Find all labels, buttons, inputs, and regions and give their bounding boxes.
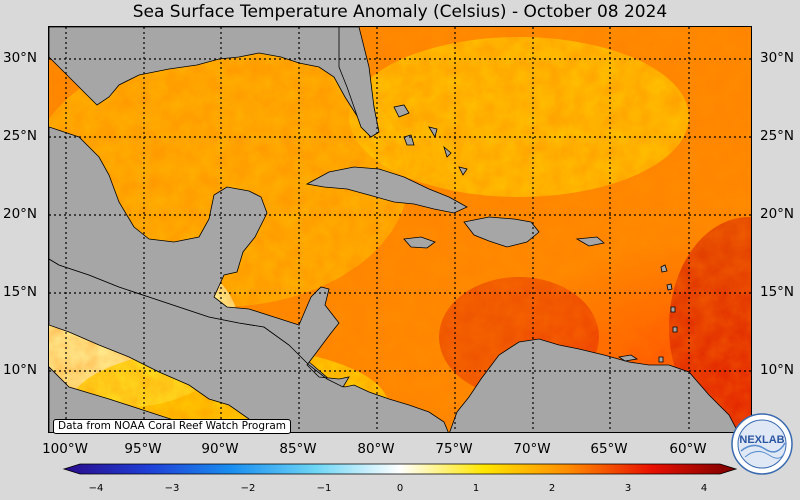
cuba-island	[305, 166, 468, 214]
colorbar-gradient	[62, 463, 738, 475]
puerto-rico-island	[575, 236, 605, 247]
lon-label-75w: 75°W	[435, 441, 473, 457]
lat-label-10n-right: 10°N	[760, 362, 795, 378]
colorbar-tick-3: 3	[624, 483, 632, 494]
jamaica-island	[403, 236, 436, 249]
lat-label-25n-left: 25°N	[3, 128, 38, 144]
lon-label-70w: 70°W	[513, 441, 551, 457]
lon-label-90w: 90°W	[201, 441, 239, 457]
lon-label-95w: 95°W	[124, 441, 162, 457]
bahamas-islands	[393, 104, 468, 176]
lesser-antilles-islands	[617, 264, 678, 363]
colorbar-tick-minus2: −2	[240, 483, 256, 494]
lat-label-20n-left: 20°N	[3, 206, 38, 222]
map-canvas	[49, 27, 751, 432]
lon-label-100w: 100°W	[42, 441, 88, 457]
lat-label-15n-left: 15°N	[3, 284, 38, 300]
colorbar-tick-4: 4	[700, 483, 708, 494]
yucatan-landmass	[49, 126, 350, 388]
lon-label-60w: 60°W	[669, 441, 707, 457]
colorbar-tick-minus3: −3	[164, 483, 180, 494]
lat-label-10n-left: 10°N	[3, 362, 38, 378]
nexlab-logo: NEXLAB	[731, 413, 793, 475]
lat-label-30n-left: 30°N	[3, 50, 38, 66]
lat-label-30n-right: 30°N	[760, 50, 795, 66]
lat-label-25n-right: 25°N	[760, 128, 795, 144]
land-masses	[49, 27, 739, 432]
data-credit: Data from NOAA Coral Reef Watch Program	[53, 419, 291, 434]
lon-label-85w: 85°W	[279, 441, 317, 457]
lon-label-65w: 65°W	[590, 441, 628, 457]
colorbar-tick-2: 2	[548, 483, 556, 494]
colorbar-tick-minus4: −4	[88, 483, 104, 494]
colorbar-tick-0: 0	[396, 483, 404, 494]
south-america-landmass	[449, 338, 739, 432]
colorbar	[62, 463, 738, 475]
sst-anomaly-map	[48, 26, 752, 433]
lat-label-15n-right: 15°N	[760, 284, 795, 300]
logo-text: NEXLAB	[739, 434, 784, 446]
colorbar-tick-1: 1	[472, 483, 480, 494]
lat-lon-grid	[49, 27, 751, 432]
map-title: Sea Surface Temperature Anomaly (Celsius…	[132, 2, 668, 22]
colorbar-tick-minus1: −1	[316, 483, 332, 494]
lat-label-20n-right: 20°N	[760, 206, 795, 222]
lon-label-80w: 80°W	[357, 441, 395, 457]
